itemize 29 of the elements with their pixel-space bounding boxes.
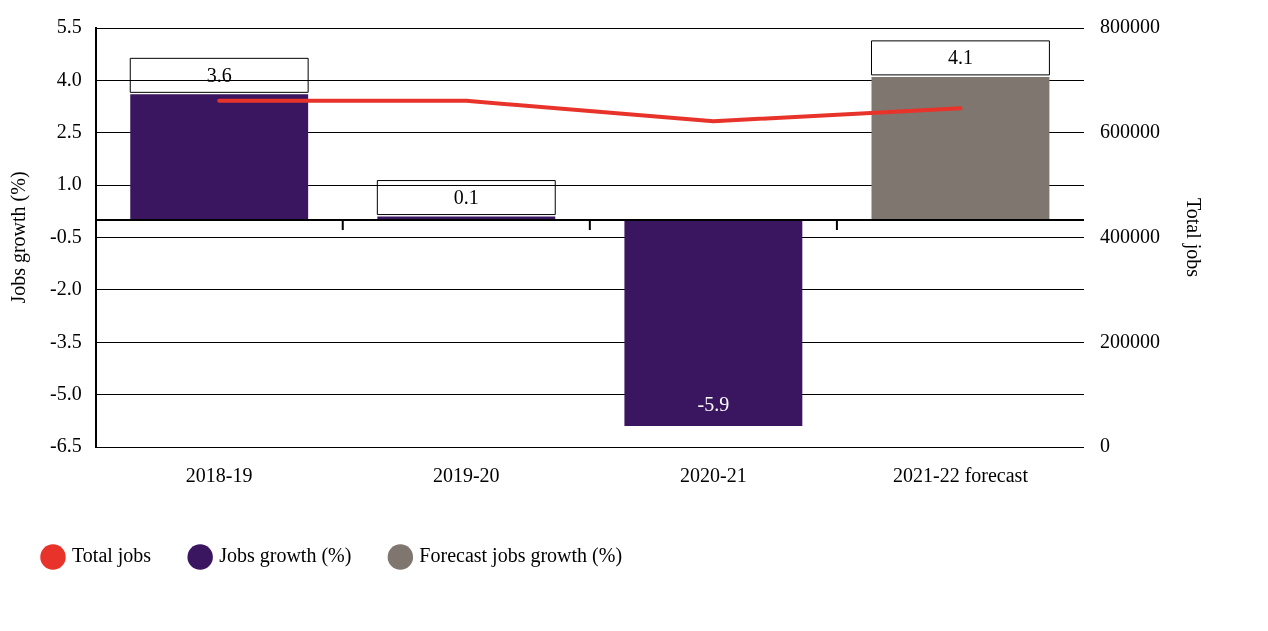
y-tick-label: -3.5 bbox=[49, 329, 82, 352]
y2-tick-label: 0 bbox=[1100, 434, 1110, 457]
y-tick-label: 2.5 bbox=[56, 120, 82, 142]
y2-tick-label: 400000 bbox=[1100, 224, 1160, 247]
x-tick-label: 2018-19 bbox=[185, 464, 253, 487]
bar bbox=[624, 220, 803, 427]
x-tick-label: 2021-22 forecast bbox=[892, 464, 1029, 487]
y-tick-label: 4.0 bbox=[56, 67, 82, 90]
y2-tick-label: 200000 bbox=[1100, 329, 1160, 352]
y-tick-label: 5.5 bbox=[56, 15, 82, 38]
data-label: -5.9 bbox=[697, 393, 730, 416]
legend-label: Total jobs bbox=[72, 544, 152, 568]
data-label: 4.1 bbox=[947, 46, 973, 69]
bar bbox=[130, 94, 309, 221]
y-tick-label: -0.5 bbox=[49, 224, 82, 247]
legend-label: Jobs growth (%) bbox=[219, 544, 352, 568]
data-label: 0.1 bbox=[453, 185, 479, 208]
x-tick-label: 2020-21 bbox=[680, 464, 747, 487]
legend-label: Forecast jobs growth (%) bbox=[419, 544, 623, 568]
bar bbox=[871, 76, 1050, 221]
y-tick-label: -6.5 bbox=[49, 434, 82, 457]
y-tick-label: -5.0 bbox=[49, 381, 82, 404]
y2-tick-label: 600000 bbox=[1100, 120, 1160, 142]
y-tick-label: -2.0 bbox=[49, 277, 82, 300]
y2-tick-label: 800000 bbox=[1100, 15, 1160, 38]
y-axis-title: Jobs growth (%) bbox=[7, 171, 31, 304]
y-tick-label: 1.0 bbox=[56, 172, 82, 195]
y2-axis-title: Total jobs bbox=[1181, 197, 1205, 278]
x-tick-label: 2019-20 bbox=[432, 464, 500, 487]
